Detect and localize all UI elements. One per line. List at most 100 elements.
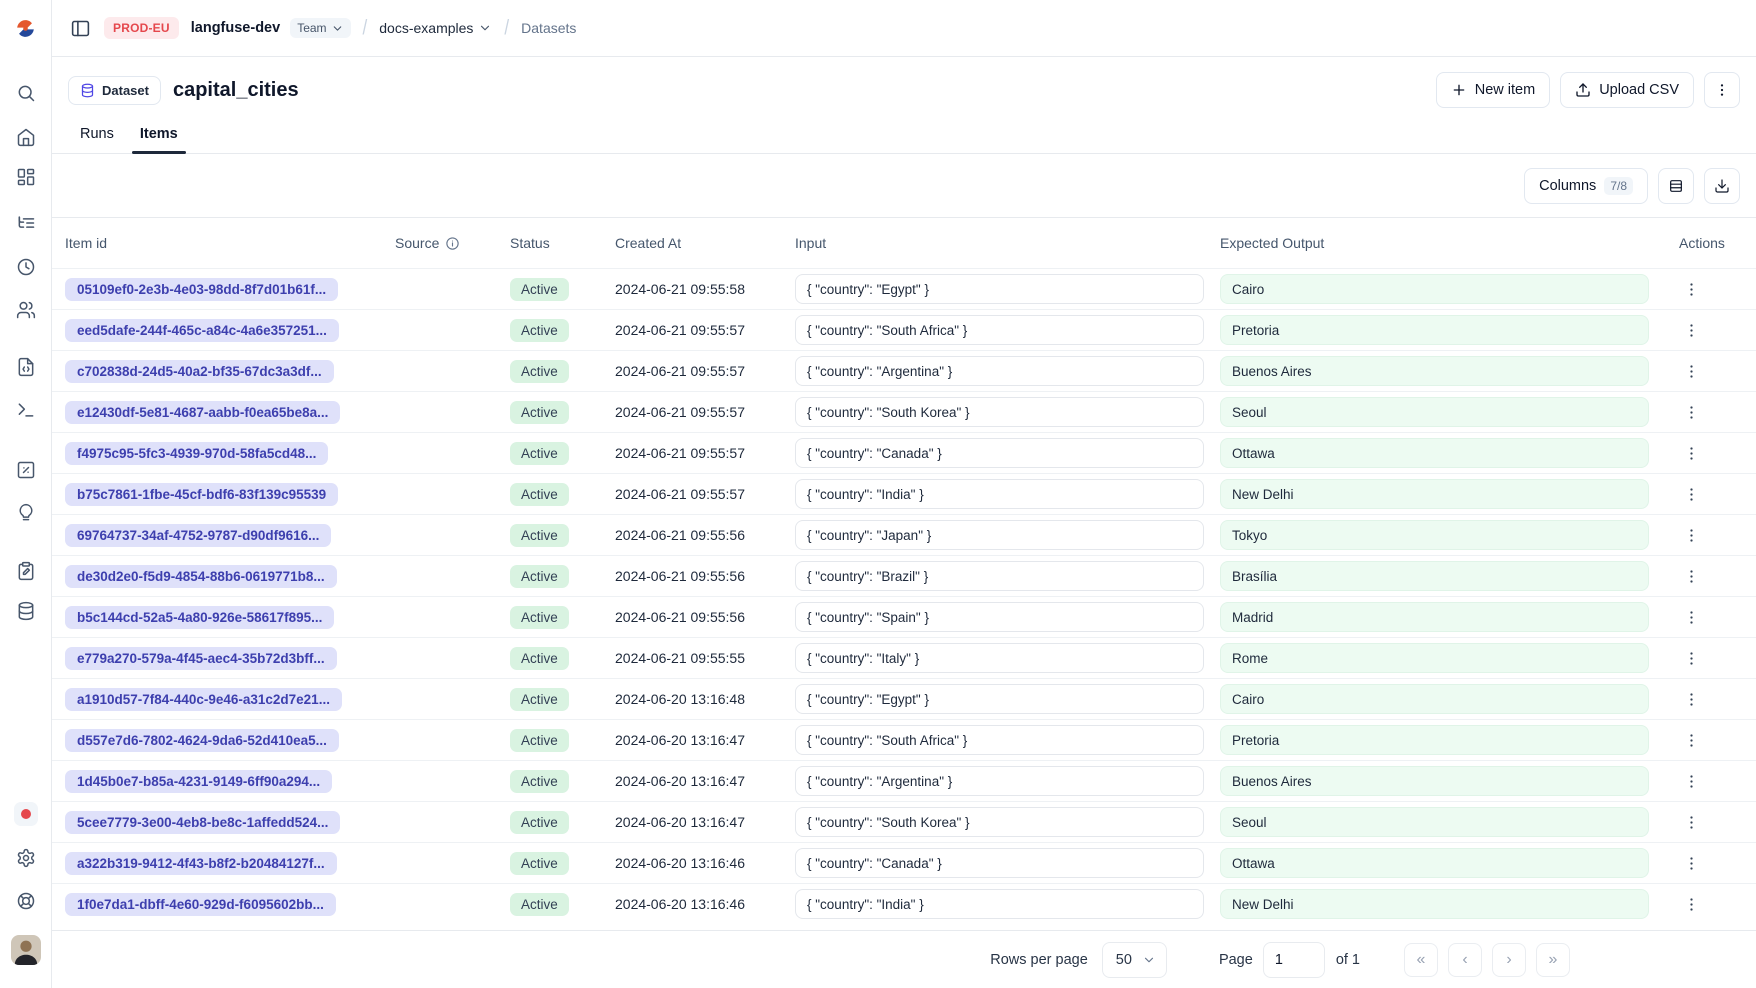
- item-id-link[interactable]: 1f0e7da1-dbff-4e60-929d-f6095602bb...: [65, 892, 336, 916]
- org-type-dropdown[interactable]: Team: [290, 18, 351, 38]
- item-id-link[interactable]: d557e7d6-7802-4624-9da6-52d410ea5...: [65, 728, 339, 752]
- expected-output-cell[interactable]: Cairo: [1220, 274, 1649, 304]
- item-id-link[interactable]: 1d45b0e7-b85a-4231-9149-6ff90a294...: [65, 769, 333, 793]
- item-id-link[interactable]: a322b319-9412-4f43-b8f2-b20484127f...: [65, 851, 337, 875]
- row-actions-button[interactable]: [1679, 810, 1704, 835]
- row-actions-button[interactable]: [1679, 892, 1704, 917]
- input-cell[interactable]: { "country": "India" }: [795, 889, 1204, 919]
- expected-output-cell[interactable]: Buenos Aires: [1220, 356, 1649, 386]
- home-icon[interactable]: [14, 125, 38, 149]
- datasets-database-icon[interactable]: [14, 599, 38, 623]
- first-page-button[interactable]: «: [1404, 942, 1438, 977]
- row-actions-button[interactable]: [1679, 646, 1704, 671]
- sessions-clock-icon[interactable]: [14, 255, 38, 279]
- expected-output-cell[interactable]: New Delhi: [1220, 479, 1649, 509]
- input-cell[interactable]: { "country": "Egypt" }: [795, 274, 1204, 304]
- row-actions-button[interactable]: [1679, 441, 1704, 466]
- input-cell[interactable]: { "country": "Japan" }: [795, 520, 1204, 550]
- row-actions-button[interactable]: [1679, 318, 1704, 343]
- user-avatar[interactable]: [10, 935, 41, 965]
- input-cell[interactable]: { "country": "South Africa" }: [795, 315, 1204, 345]
- input-cell[interactable]: { "country": "Canada" }: [795, 848, 1204, 878]
- input-cell[interactable]: { "country": "Argentina" }: [795, 766, 1204, 796]
- page-number-input[interactable]: [1262, 941, 1325, 978]
- expected-output-cell[interactable]: Buenos Aires: [1220, 766, 1649, 796]
- item-id-link[interactable]: f4975c95-5fc3-4939-970d-58fa5cd48...: [65, 441, 329, 465]
- item-id-link[interactable]: b5c144cd-52a5-4a80-926e-58617f895...: [65, 605, 335, 629]
- export-download-button[interactable]: [1704, 167, 1740, 204]
- item-id-link[interactable]: de30d2e0-f5d9-4854-88b6-0619771b8...: [65, 564, 337, 588]
- input-cell[interactable]: { "country": "South Africa" }: [795, 725, 1204, 755]
- upload-csv-button[interactable]: Upload CSV: [1560, 72, 1694, 108]
- row-actions-button[interactable]: [1679, 687, 1704, 712]
- row-height-button[interactable]: [1658, 167, 1694, 204]
- search-icon[interactable]: [14, 81, 38, 105]
- record-indicator[interactable]: [13, 802, 38, 826]
- last-page-button[interactable]: »: [1536, 942, 1570, 977]
- item-id-link[interactable]: e779a270-579a-4f45-aec4-35b72d3bff...: [65, 646, 337, 670]
- evaluation-icon[interactable]: [14, 458, 38, 482]
- info-icon[interactable]: [445, 236, 460, 251]
- expected-output-cell[interactable]: Pretoria: [1220, 315, 1649, 345]
- expected-output-cell[interactable]: Seoul: [1220, 397, 1649, 427]
- item-id-link[interactable]: eed5dafe-244f-465c-a84c-4a6e357251...: [65, 318, 339, 342]
- row-actions-button[interactable]: [1679, 851, 1704, 876]
- input-cell[interactable]: { "country": "Italy" }: [795, 643, 1204, 673]
- insights-lightbulb-icon[interactable]: [14, 501, 38, 525]
- expected-output-cell[interactable]: Tokyo: [1220, 520, 1649, 550]
- input-cell[interactable]: { "country": "Egypt" }: [795, 684, 1204, 714]
- input-cell[interactable]: { "country": "Brazil" }: [795, 561, 1204, 591]
- breadcrumb-section[interactable]: Datasets: [521, 20, 577, 36]
- input-cell[interactable]: { "country": "Spain" }: [795, 602, 1204, 632]
- tracing-icon[interactable]: [14, 211, 38, 235]
- project-dropdown[interactable]: docs-examples: [379, 20, 492, 36]
- org-name[interactable]: langfuse-dev: [190, 20, 281, 36]
- rows-per-page-select[interactable]: 50: [1101, 941, 1167, 978]
- expected-output-cell[interactable]: Rome: [1220, 643, 1649, 673]
- input-cell[interactable]: { "country": "Argentina" }: [795, 356, 1204, 386]
- playground-terminal-icon[interactable]: [14, 398, 38, 422]
- dashboard-icon[interactable]: [14, 165, 38, 189]
- row-actions-button[interactable]: [1679, 482, 1704, 507]
- page-actions-menu-button[interactable]: [1704, 72, 1740, 108]
- row-actions-button[interactable]: [1679, 769, 1704, 794]
- expected-output-cell[interactable]: Ottawa: [1220, 438, 1649, 468]
- previous-page-button[interactable]: ‹: [1448, 942, 1482, 977]
- prompts-file-icon[interactable]: [14, 355, 38, 379]
- expected-output-cell[interactable]: Madrid: [1220, 602, 1649, 632]
- item-id-link[interactable]: c702838d-24d5-40a2-bf35-67dc3a3df...: [65, 359, 334, 383]
- row-actions-button[interactable]: [1679, 277, 1704, 302]
- tab-runs[interactable]: Runs: [80, 126, 114, 142]
- annotation-clipboard-icon[interactable]: [14, 559, 38, 583]
- item-id-link[interactable]: e12430df-5e81-4687-aabb-f0ea65be8a...: [65, 400, 341, 424]
- new-item-button[interactable]: New item: [1435, 72, 1551, 108]
- input-cell[interactable]: { "country": "India" }: [795, 479, 1204, 509]
- expected-output-cell[interactable]: New Delhi: [1220, 889, 1649, 919]
- expected-output-cell[interactable]: Ottawa: [1220, 848, 1649, 878]
- input-cell[interactable]: { "country": "South Korea" }: [795, 397, 1204, 427]
- columns-button[interactable]: Columns 7/8: [1524, 167, 1648, 204]
- row-actions-button[interactable]: [1679, 359, 1704, 384]
- row-actions-button[interactable]: [1679, 523, 1704, 548]
- users-icon[interactable]: [14, 298, 38, 322]
- tab-items[interactable]: Items: [130, 118, 188, 154]
- input-cell[interactable]: { "country": "South Korea" }: [795, 807, 1204, 837]
- item-id-link[interactable]: 69764737-34af-4752-9787-d90df9616...: [65, 523, 332, 547]
- input-cell[interactable]: { "country": "Canada" }: [795, 438, 1204, 468]
- row-actions-button[interactable]: [1679, 605, 1704, 630]
- sidebar-toggle-icon[interactable]: [68, 16, 92, 40]
- item-id-link[interactable]: 5cee7779-3e00-4eb8-be8c-1affedd524...: [65, 810, 341, 834]
- expected-output-cell[interactable]: Seoul: [1220, 807, 1649, 837]
- item-id-link[interactable]: b75c7861-1fbe-45cf-bdf6-83f139c95539: [65, 482, 339, 506]
- next-page-button[interactable]: ›: [1492, 942, 1526, 977]
- expected-output-cell[interactable]: Pretoria: [1220, 725, 1649, 755]
- item-id-link[interactable]: 05109ef0-2e3b-4e03-98dd-8f7d01b61f...: [65, 277, 339, 301]
- row-actions-button[interactable]: [1679, 728, 1704, 753]
- expected-output-cell[interactable]: Brasília: [1220, 561, 1649, 591]
- row-actions-button[interactable]: [1679, 564, 1704, 589]
- row-actions-button[interactable]: [1679, 400, 1704, 425]
- support-lifebuoy-icon[interactable]: [14, 889, 38, 913]
- expected-output-cell[interactable]: Cairo: [1220, 684, 1649, 714]
- item-id-link[interactable]: a1910d57-7f84-440c-9e46-a31c2d7e21...: [65, 687, 342, 711]
- settings-gear-icon[interactable]: [14, 846, 38, 870]
